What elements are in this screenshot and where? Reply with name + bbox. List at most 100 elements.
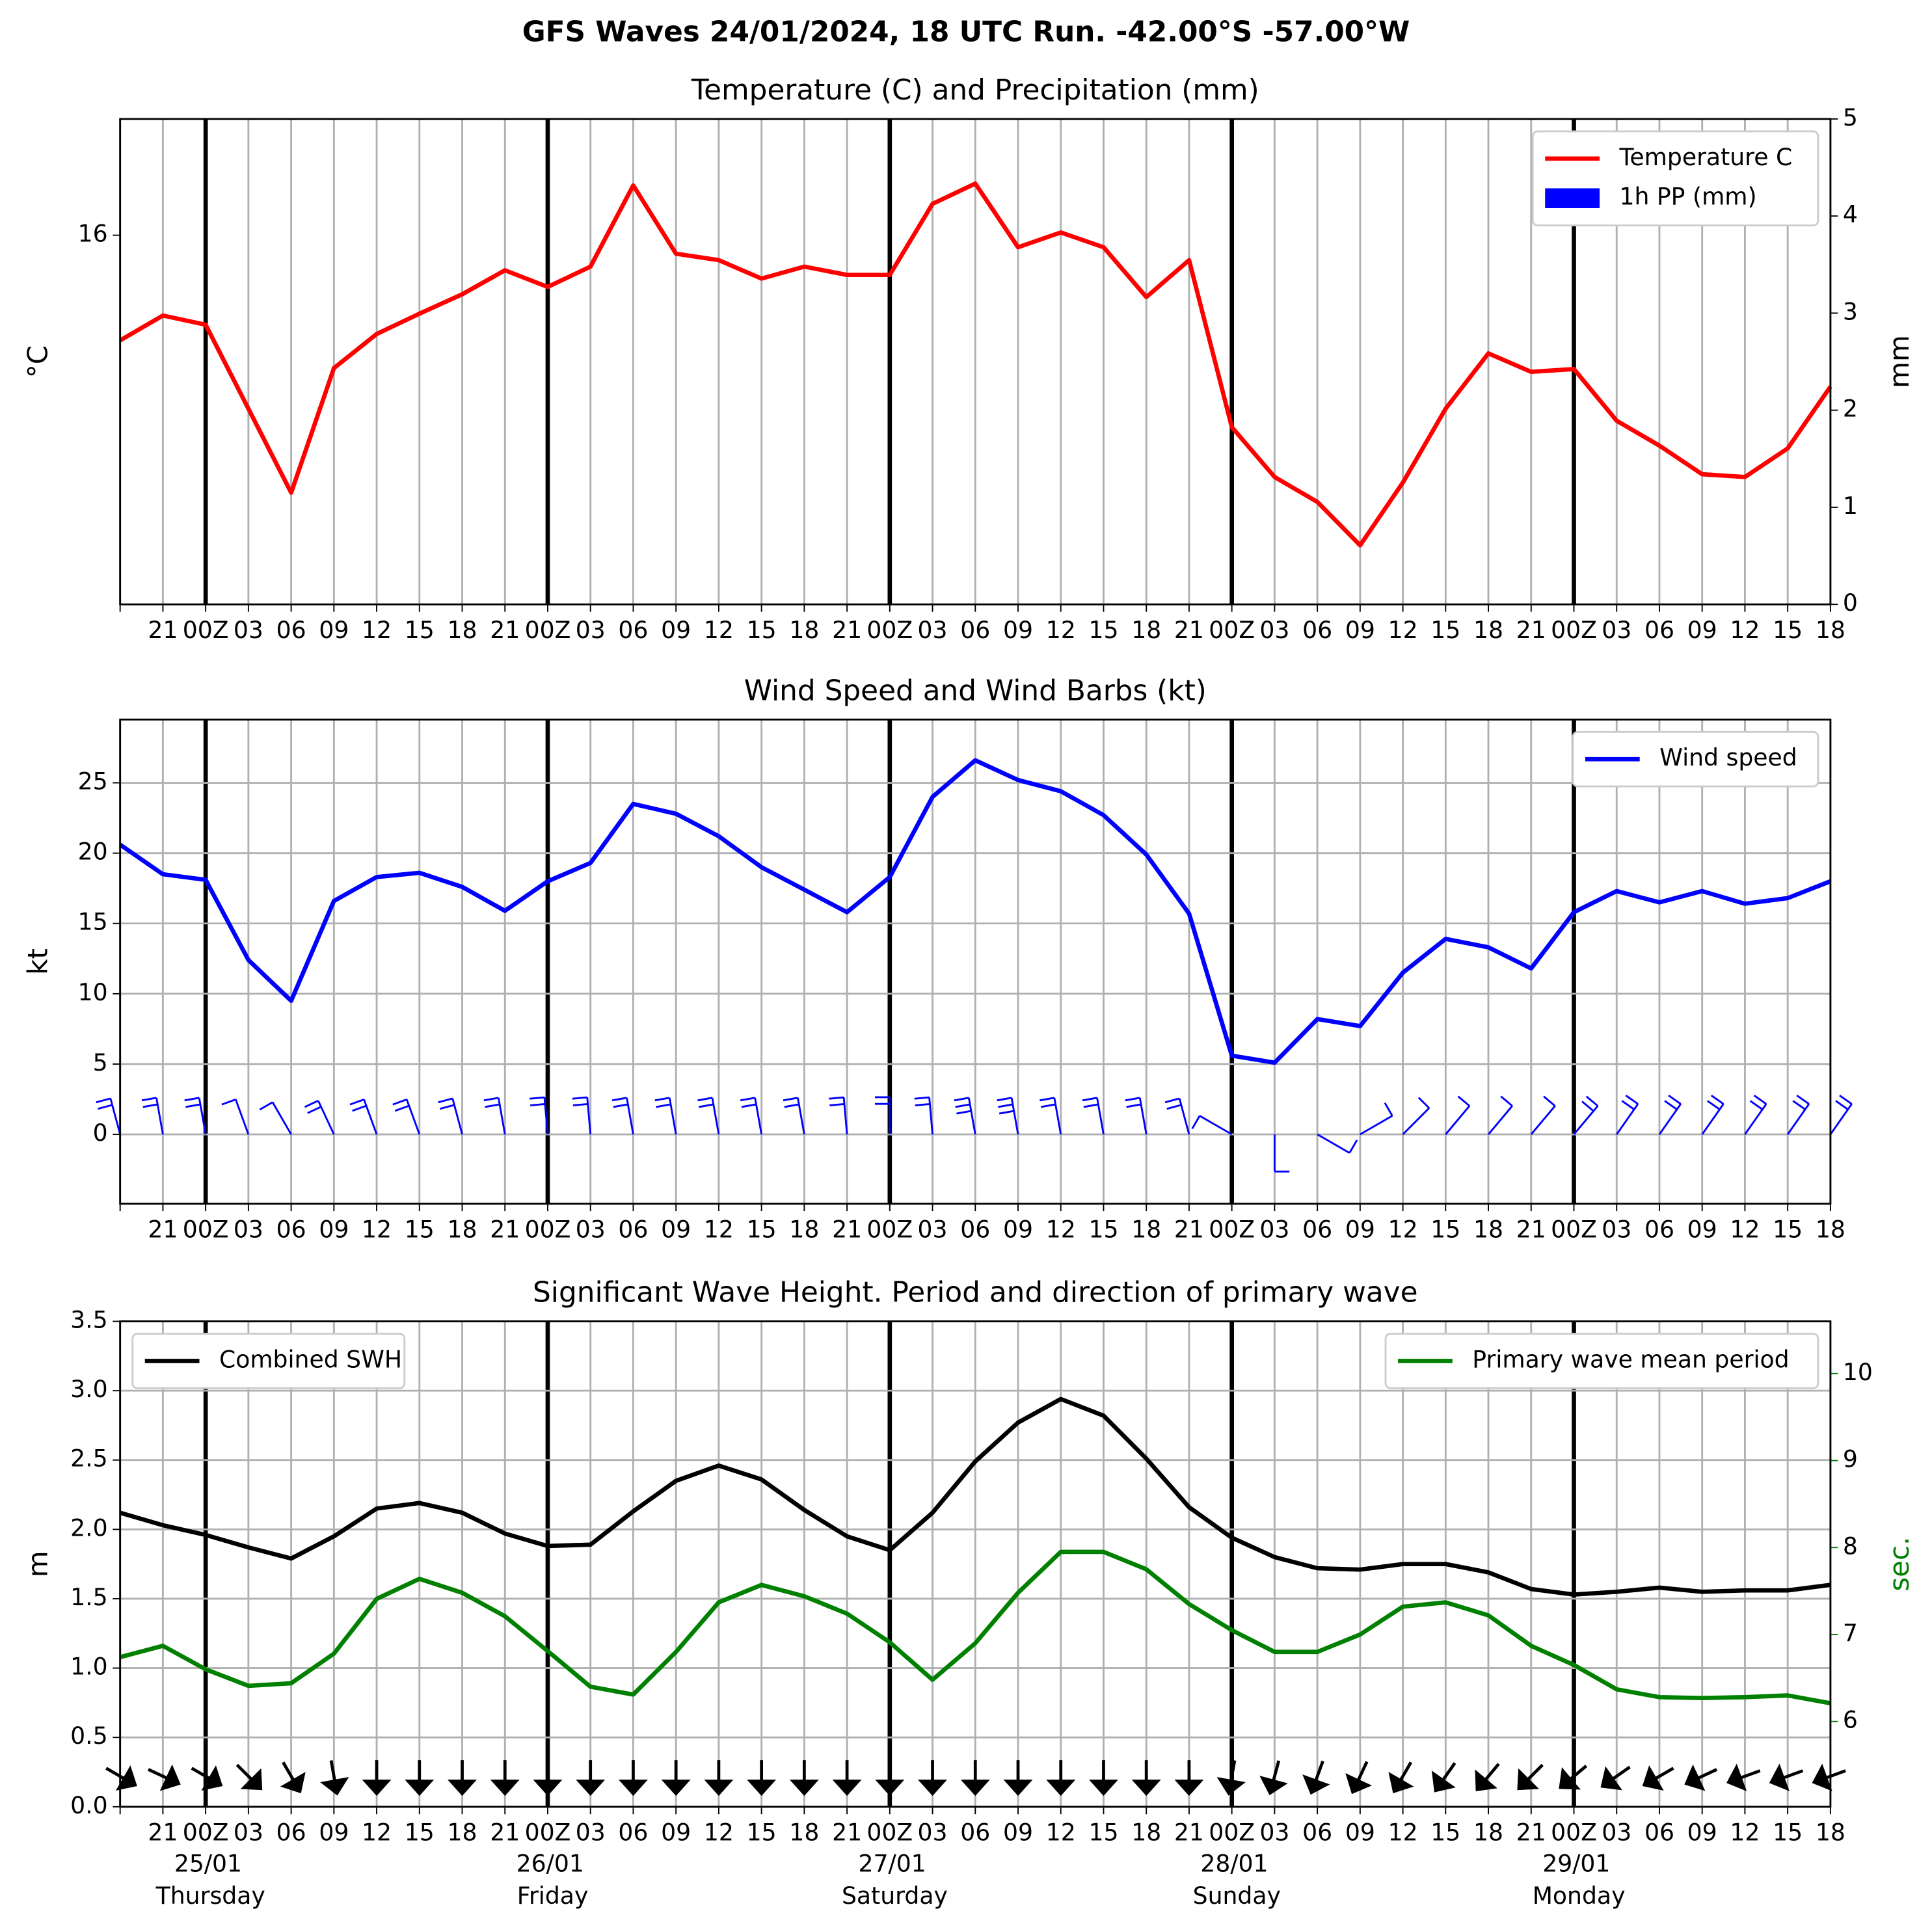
wind-barb (1164, 1097, 1190, 1135)
barb-stroke (1164, 1097, 1190, 1135)
x-tick-label: 12 (704, 616, 734, 644)
barb-stroke (1573, 1095, 1599, 1135)
x-tick-label: 09 (1003, 1216, 1033, 1244)
panel-title: Temperature (C) and Precipitation (mm) (691, 73, 1259, 107)
x-tick-label: 03 (576, 1216, 606, 1244)
x-tick-label: 15 (1430, 1216, 1460, 1244)
wind-barb (1082, 1097, 1105, 1135)
x-tick-label: 03 (234, 1819, 263, 1847)
wind-barb (783, 1097, 805, 1135)
y-tick-label: 0 (93, 1119, 108, 1147)
wind-barb (874, 1096, 891, 1135)
wind-barb (954, 1097, 976, 1135)
x-tick-label: 18 (1131, 1819, 1161, 1847)
x-tick-label: 00Z (525, 1819, 571, 1847)
wind-barb (1040, 1097, 1062, 1135)
wave-arrow (1726, 1763, 1761, 1791)
x-tick-label: 06 (276, 616, 306, 644)
wind-barb (1573, 1095, 1599, 1135)
x-tick-label: 12 (362, 616, 392, 644)
x-tick-label: 15 (1088, 1819, 1118, 1847)
wave-arrow (280, 1761, 306, 1794)
x-tick-label: 12 (1046, 1819, 1076, 1847)
wave-arrow (1812, 1763, 1846, 1791)
barb-stroke (874, 1096, 891, 1135)
x-tick-label: 21 (1516, 616, 1546, 644)
x-tick-label: 21 (832, 1819, 862, 1847)
x-tick-label: 15 (747, 1819, 777, 1847)
wind-barb (392, 1099, 421, 1135)
x-tick-label: 15 (1773, 616, 1803, 644)
x-tick-label: 03 (576, 1819, 606, 1847)
x-tick-label: 18 (1473, 1819, 1503, 1847)
y-tick-label: 2.0 (70, 1514, 108, 1542)
wind-barb (1487, 1095, 1513, 1135)
wave-arrow (747, 1760, 777, 1796)
barb-stroke (1658, 1095, 1682, 1135)
x-tick-label: 21 (490, 616, 520, 644)
wave-arrow (362, 1760, 392, 1796)
wave-arrow (191, 1765, 223, 1791)
x-tick-label: 15 (747, 616, 777, 644)
barb-stroke (530, 1096, 549, 1135)
wind-barb (438, 1097, 463, 1135)
x-tick-label: 00Z (183, 1216, 229, 1244)
barb-stroke (829, 1096, 848, 1135)
x-tick-label: 00Z (1551, 616, 1597, 644)
x-tick-label: 03 (234, 616, 263, 644)
x-tick-label: 03 (918, 1216, 948, 1244)
barb-stroke (184, 1097, 207, 1135)
x-tick-label: 15 (1430, 616, 1460, 644)
wind-barb (1273, 1134, 1290, 1173)
wind-barb (829, 1096, 848, 1135)
x-tick-label: 00Z (525, 616, 571, 644)
x-tick-label: 21 (1174, 616, 1204, 644)
y2-tick-label: 5 (1843, 103, 1858, 131)
day-name: Thursday (155, 1882, 265, 1910)
barb-stroke (1360, 1102, 1393, 1136)
wind-barb (740, 1097, 763, 1135)
x-tick-label: 18 (789, 616, 819, 644)
x-tick-label: 00Z (1551, 1819, 1597, 1847)
wind-barb (96, 1097, 122, 1135)
wave-arrow (918, 1760, 948, 1796)
x-tick-label: 12 (1388, 1819, 1418, 1847)
barb-stroke (1082, 1097, 1105, 1135)
x-tick-label: 00Z (1209, 1819, 1255, 1847)
x-tick-label: 18 (1816, 616, 1845, 644)
y2-axis-label: mm (1883, 335, 1915, 388)
barb-stroke (1786, 1095, 1810, 1135)
x-tick-label: 03 (1602, 1819, 1631, 1847)
wave-arrow (1046, 1760, 1076, 1796)
wave-arrow (1174, 1760, 1204, 1796)
day-name: Friday (517, 1882, 589, 1910)
legend-label: Wind speed (1659, 743, 1797, 771)
series-line (119, 1549, 1831, 1705)
x-tick-label: 06 (276, 1819, 306, 1847)
barb-stroke (438, 1097, 463, 1135)
x-tick-label: 18 (448, 616, 477, 644)
x-tick-label: 03 (1259, 1819, 1289, 1847)
barb-stroke (1402, 1097, 1430, 1136)
wind-barb (1744, 1095, 1767, 1135)
x-tick-label: 12 (1046, 1216, 1076, 1244)
barb-stroke (954, 1097, 976, 1135)
x-tick-label: 00Z (525, 1216, 571, 1244)
y2-tick-label: 1 (1843, 492, 1858, 520)
wave-arrow (147, 1764, 181, 1791)
y-tick-label: 1.0 (70, 1653, 108, 1681)
barb-stroke (1125, 1097, 1147, 1135)
wind-barb (1786, 1095, 1810, 1135)
x-tick-label: 21 (490, 1216, 520, 1244)
wave-arrow (1559, 1765, 1587, 1790)
y-axis-label: m (21, 1551, 53, 1577)
barb-stroke (304, 1100, 335, 1135)
x-tick-label: 12 (1730, 1216, 1760, 1244)
x-tick-label: 00Z (1551, 1216, 1597, 1244)
wave-arrow (875, 1760, 905, 1796)
barb-stroke (1040, 1097, 1062, 1135)
barb-stroke (392, 1099, 421, 1135)
x-tick-label: 00Z (183, 1819, 229, 1847)
x-tick-label: 15 (1773, 1819, 1803, 1847)
